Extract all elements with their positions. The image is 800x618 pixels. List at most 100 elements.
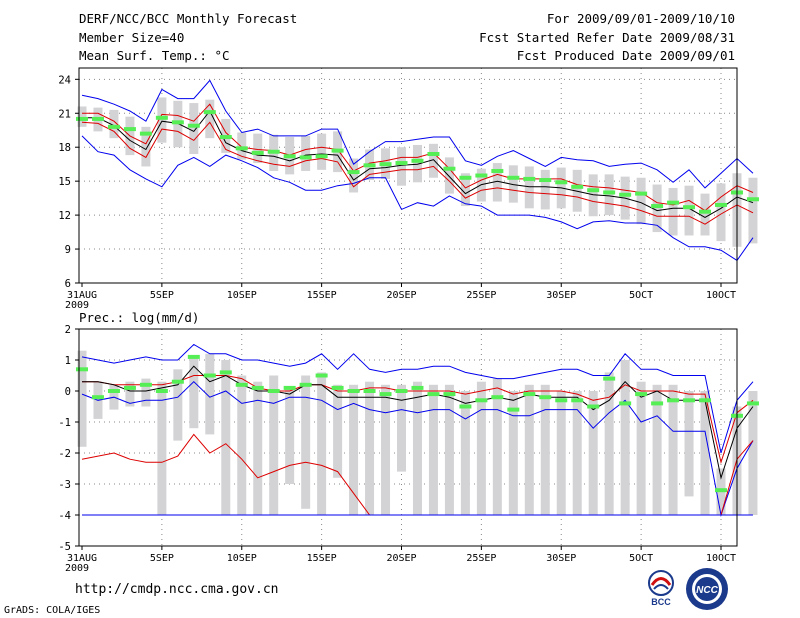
median-mark: [123, 385, 136, 390]
median-mark: [491, 168, 504, 173]
footer-url[interactable]: http://cmdp.ncc.cma.gov.cn: [75, 582, 279, 597]
median-mark: [683, 398, 696, 403]
median-mark: [267, 149, 280, 154]
bcc-logo: BCC: [640, 568, 682, 608]
bcc-logo-text: BCC: [651, 597, 671, 607]
ensemble-box: [444, 157, 454, 194]
ensemble-box: [141, 378, 151, 407]
median-mark: [459, 404, 472, 409]
ensemble-box: [700, 391, 710, 515]
x-tick-label: 5OCT: [629, 553, 653, 564]
median-mark: [651, 401, 664, 406]
lower-quartile-line: [81, 121, 754, 225]
ensemble-box: [604, 174, 614, 216]
min-line: [81, 135, 754, 262]
x-tick-label: 20SEP: [386, 553, 416, 564]
y-tick-label: -3: [58, 479, 71, 491]
median-mark: [315, 154, 328, 159]
ensemble-box: [125, 381, 135, 407]
x-tick-label: 5SEP: [150, 553, 174, 564]
median-mark: [667, 398, 680, 403]
median-mark: [475, 398, 488, 403]
mean-line: [82, 365, 754, 480]
median-mark: [251, 150, 264, 155]
x-tick-label: 31AUG: [67, 553, 97, 564]
median-mark: [219, 135, 232, 140]
ensemble-box: [221, 360, 231, 515]
y-tick-label: 9: [65, 244, 71, 256]
ensemble-box: [157, 97, 167, 143]
ensemble-box: [716, 183, 726, 242]
median-mark: [235, 382, 248, 387]
median-mark: [363, 163, 376, 168]
ensemble-box: [428, 143, 438, 178]
median-mark: [347, 389, 360, 393]
chart-panel-1: 6 9 12 15 18 21 24 31AUG 5SEP 10SEP 15SEP 20SEP 25SE…: [58, 67, 759, 311]
median-mark: [91, 116, 104, 121]
forecast-period: For 2009/09/01-2009/10/10: [546, 11, 735, 26]
x-tick-label: 10SEP: [227, 290, 257, 301]
median-mark: [299, 155, 312, 160]
median-mark: [587, 404, 600, 409]
ensemble-box: [333, 384, 343, 478]
x-tick-label: 10SEP: [227, 553, 257, 564]
median-mark: [475, 173, 488, 178]
ensemble-box: [173, 369, 183, 441]
ensemble-box: [205, 99, 215, 139]
median-mark: [76, 116, 88, 121]
ensemble-box: [189, 356, 199, 429]
precip-title: Prec.: log(mm/d): [79, 310, 199, 325]
median-mark: [171, 120, 184, 125]
y-tick-label: 21: [58, 108, 71, 120]
ensemble-box: [476, 381, 486, 515]
ensemble-box: [365, 381, 375, 515]
x-tick-label: 30SEP: [546, 553, 576, 564]
ncc-logo: NCC: [684, 566, 730, 612]
forecast-start-date: Fcst Started Refer Date 2009/08/31: [479, 30, 735, 45]
ensemble-box: [381, 384, 391, 515]
ensemble-box: [668, 187, 678, 236]
median-mark: [715, 202, 727, 207]
x-tick-label: 25SEP: [466, 553, 496, 564]
ensemble-box: [508, 391, 518, 515]
y-tick-label: 15: [58, 176, 71, 188]
x-tick-label: 10OCT: [706, 553, 736, 564]
ensemble-box: [397, 384, 406, 472]
y-tick-label: 18: [58, 142, 71, 154]
ensemble-box: [349, 384, 359, 515]
y-tick-label: -2: [58, 448, 71, 460]
median-mark: [746, 401, 759, 406]
ensemble-box: [428, 384, 438, 515]
ensemble-box: [77, 106, 87, 127]
ensemble-box: [604, 372, 614, 515]
x-tick-label: 10OCT: [706, 290, 736, 301]
median-mark: [299, 382, 312, 387]
median-mark: [187, 123, 200, 128]
chart-title: DERF/NCC/BCC Monthly Forecast: [79, 11, 298, 26]
variable-label: Mean Surf. Temp.: °C: [79, 48, 230, 63]
median-mark: [459, 175, 472, 180]
median-mark: [283, 385, 296, 390]
plot-frame: [78, 328, 738, 547]
ncc-logo-text: NCC: [696, 585, 718, 596]
ensemble-box: [269, 375, 279, 515]
ensemble-box: [157, 381, 167, 515]
ensemble-box: [588, 391, 598, 515]
median-mark: [427, 392, 440, 397]
ensemble-box: [572, 169, 582, 212]
ensemble-box: [397, 147, 406, 186]
median-mark: [219, 370, 232, 375]
median-mark: [699, 398, 712, 403]
median-mark: [331, 148, 344, 153]
y-tick-label: 1: [65, 355, 71, 367]
median-mark: [251, 385, 264, 390]
ensemble-box: [460, 173, 470, 207]
ensemble-box: [556, 391, 566, 515]
ensemble-box: [77, 350, 87, 447]
ensemble-box: [572, 391, 582, 515]
y-tick-label: -1: [58, 417, 71, 429]
median-mark: [347, 170, 360, 175]
ensemble-box: [524, 166, 534, 209]
forecast-produced-date: Fcst Produced Date 2009/09/01: [516, 48, 735, 63]
